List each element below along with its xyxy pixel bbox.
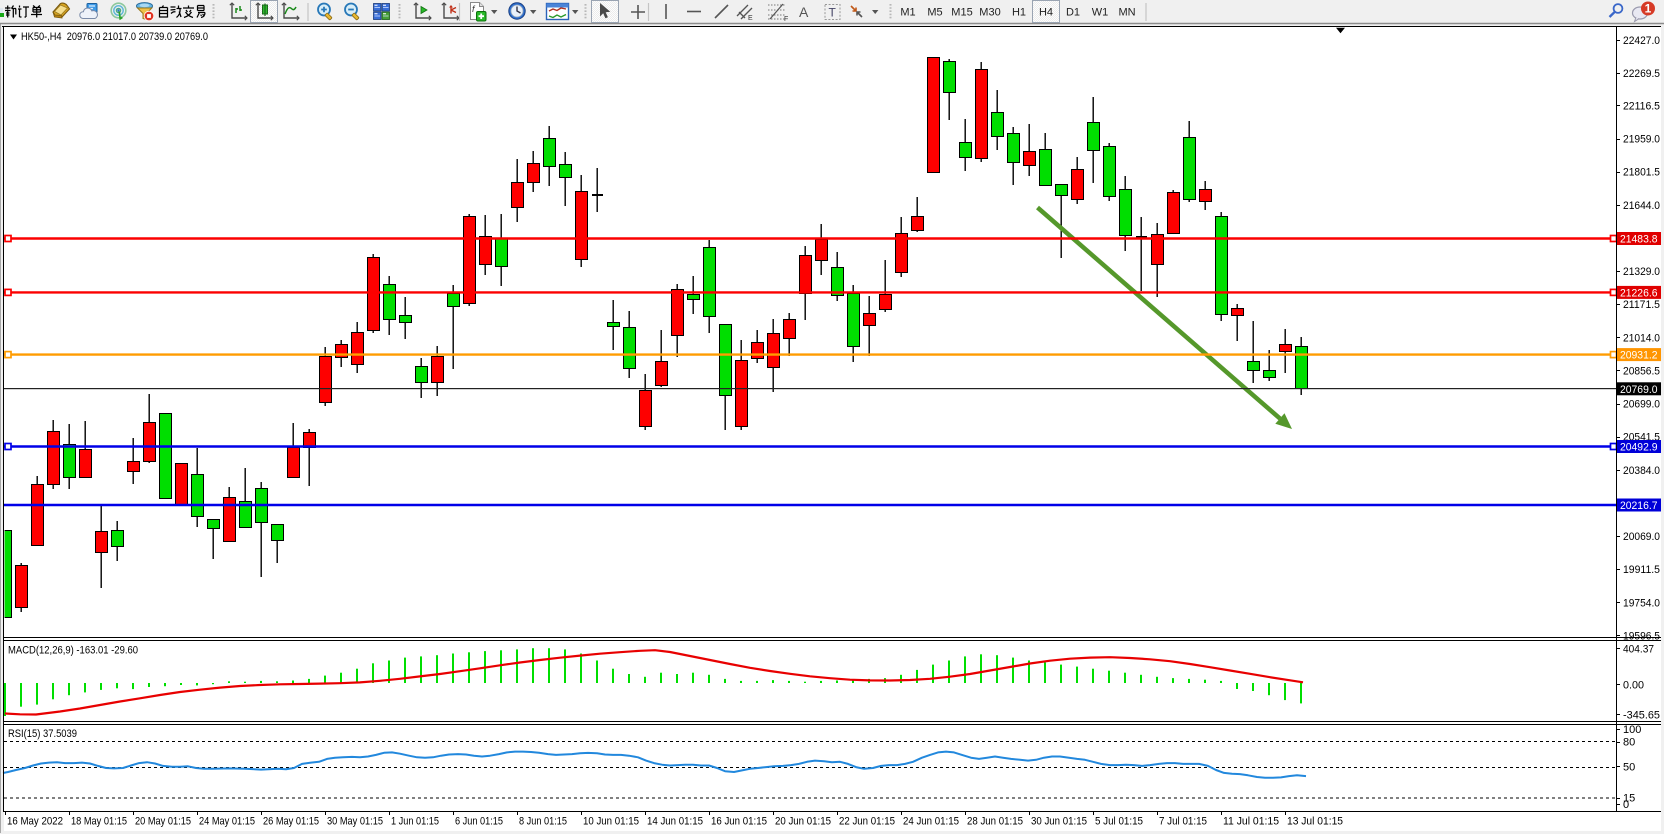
svg-text:M1: M1	[900, 7, 915, 19]
svg-text:18 May 01:15: 18 May 01:15	[71, 816, 127, 828]
svg-text:19596.5: 19596.5	[1623, 630, 1660, 642]
svg-text:19911.5: 19911.5	[1623, 564, 1660, 576]
svg-text:A: A	[799, 4, 809, 20]
svg-text:1 Jun 01:15: 1 Jun 01:15	[391, 816, 439, 828]
svg-text:20 May 01:15: 20 May 01:15	[135, 816, 191, 828]
svg-text:F: F	[784, 16, 788, 23]
svg-text:6 Jun 01:15: 6 Jun 01:15	[455, 816, 503, 828]
svg-text:M5: M5	[927, 7, 942, 19]
svg-text:21226.6: 21226.6	[1620, 287, 1658, 299]
svg-text:1: 1	[1645, 2, 1652, 16]
svg-text:20216.7: 20216.7	[1620, 500, 1658, 512]
svg-text:0: 0	[1623, 799, 1629, 811]
svg-text:16 May 2022: 16 May 2022	[7, 816, 63, 828]
svg-text:15: 15	[1623, 793, 1635, 805]
svg-text:8 Jun 01:15: 8 Jun 01:15	[519, 816, 567, 828]
svg-text:404.37: 404.37	[1623, 643, 1654, 655]
svg-text:19754.0: 19754.0	[1623, 597, 1660, 609]
svg-text:D1: D1	[1066, 7, 1080, 19]
svg-text:30 May 01:15: 30 May 01:15	[327, 816, 383, 828]
svg-text:0.00: 0.00	[1623, 679, 1644, 691]
svg-text:28 Jun 01:15: 28 Jun 01:15	[967, 816, 1023, 828]
svg-text:H1: H1	[1012, 7, 1026, 19]
svg-text:21644.0: 21644.0	[1623, 200, 1660, 212]
svg-text:22427.0: 22427.0	[1623, 35, 1660, 47]
svg-text:20699.0: 20699.0	[1623, 399, 1660, 411]
svg-text:MACD(12,26,9) -163.01 -29.60: MACD(12,26,9) -163.01 -29.60	[8, 645, 138, 657]
svg-text:80: 80	[1623, 737, 1635, 749]
svg-text:20856.5: 20856.5	[1623, 365, 1660, 377]
svg-text:20492.9: 20492.9	[1620, 442, 1658, 454]
svg-text:22269.5: 22269.5	[1623, 68, 1660, 80]
svg-text:21801.5: 21801.5	[1623, 167, 1660, 179]
svg-text:21329.0: 21329.0	[1623, 266, 1660, 278]
svg-text:100: 100	[1623, 724, 1641, 736]
svg-text:-345.65: -345.65	[1623, 709, 1660, 721]
svg-text:30 Jun 01:15: 30 Jun 01:15	[1031, 816, 1087, 828]
svg-text:21483.8: 21483.8	[1620, 234, 1658, 246]
svg-text:21171.5: 21171.5	[1623, 299, 1660, 311]
svg-text:H4: H4	[1039, 7, 1053, 19]
svg-text:f: f	[472, 4, 476, 14]
svg-text:11 Jul 01:15: 11 Jul 01:15	[1223, 816, 1279, 828]
svg-text:22 Jun 01:15: 22 Jun 01:15	[839, 816, 895, 828]
svg-text:7 Jul 01:15: 7 Jul 01:15	[1159, 816, 1207, 828]
svg-text:22116.5: 22116.5	[1623, 100, 1660, 112]
svg-text:26 May 01:15: 26 May 01:15	[263, 816, 319, 828]
svg-text:24 Jun 01:15: 24 Jun 01:15	[903, 816, 959, 828]
svg-text:24 May 01:15: 24 May 01:15	[199, 816, 255, 828]
svg-text:E: E	[748, 15, 753, 22]
svg-text:13 Jul 01:15: 13 Jul 01:15	[1287, 816, 1343, 828]
svg-text:16 Jun 01:15: 16 Jun 01:15	[711, 816, 767, 828]
svg-text:M30: M30	[979, 7, 1000, 19]
svg-text:50: 50	[1623, 762, 1635, 774]
svg-text:10 Jun 01:15: 10 Jun 01:15	[583, 816, 639, 828]
svg-text:W1: W1	[1092, 7, 1109, 19]
svg-text:21959.0: 21959.0	[1623, 134, 1660, 146]
svg-text:M15: M15	[951, 7, 972, 19]
svg-text:T: T	[829, 6, 837, 20]
svg-text:20 Jun 01:15: 20 Jun 01:15	[775, 816, 831, 828]
svg-text:21014.0: 21014.0	[1623, 332, 1660, 344]
svg-text:20931.2: 20931.2	[1620, 350, 1658, 362]
svg-text:20069.0: 20069.0	[1623, 531, 1660, 543]
svg-text:MN: MN	[1118, 7, 1135, 19]
svg-text:HK50-,H4 20976.0 21017.0 2073: HK50-,H4 20976.0 21017.0 20739.0 20769.0	[21, 31, 208, 43]
svg-text:20384.0: 20384.0	[1623, 465, 1660, 477]
svg-text:RSI(15) 37.5039: RSI(15) 37.5039	[8, 728, 77, 740]
svg-text:20769.0: 20769.0	[1620, 384, 1658, 396]
svg-text:5 Jul 01:15: 5 Jul 01:15	[1095, 816, 1143, 828]
svg-text:14 Jun 01:15: 14 Jun 01:15	[647, 816, 703, 828]
